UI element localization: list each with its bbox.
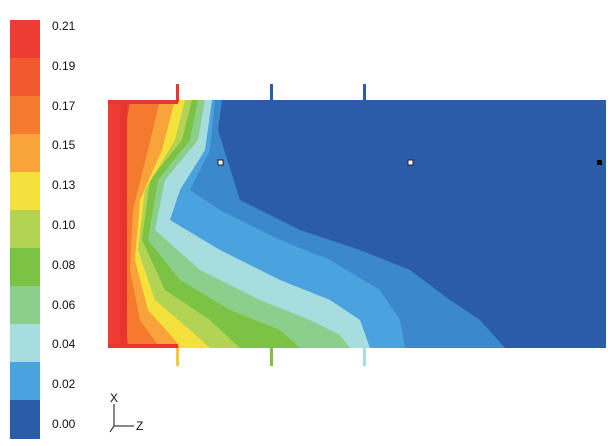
colorbar-swatch	[10, 134, 40, 173]
colorbar-tick-label: 0.10	[52, 218, 76, 232]
marker-top-2	[270, 84, 273, 102]
marker-bottom-2	[270, 348, 273, 366]
marker-top-3	[363, 84, 366, 102]
colorbar-tick-label: 0.02	[52, 377, 76, 392]
probe-3	[597, 160, 602, 165]
marker-bottom-1	[176, 348, 179, 366]
axis-label-x: X	[110, 391, 119, 405]
colorbar-swatch	[10, 400, 40, 439]
colorbar-swatch	[10, 248, 40, 287]
colorbar-swatch	[10, 286, 40, 325]
colorbar-tick-label: 0.08	[52, 257, 76, 272]
colorbar-tick-label: 0.19	[52, 58, 76, 73]
colorbar-swatch	[10, 210, 40, 249]
colorbar-tick-label: 0.00	[52, 417, 76, 431]
colorbar-swatch	[10, 172, 40, 211]
axis-triad-diagonal	[109, 425, 115, 433]
colorbar	[10, 20, 40, 439]
inlet-wall	[120, 103, 127, 346]
colorbar-tick-label: 0.21	[52, 19, 76, 33]
colorbar-tick-label: 0.15	[52, 138, 76, 153]
marker-bottom-3	[363, 348, 366, 366]
colorbar-swatch	[10, 362, 40, 401]
top-wall-left	[108, 100, 178, 104]
colorbar-tick-label: 0.17	[52, 98, 76, 113]
axis-label-z: Z	[136, 419, 144, 433]
colorbar-tick-label: 0.04	[52, 337, 76, 352]
probe-2	[407, 159, 414, 166]
probe-1	[217, 159, 224, 166]
colorbar-swatch	[10, 58, 40, 97]
marker-top-1	[176, 84, 179, 102]
colorbar-tick-label: 0.06	[52, 297, 76, 312]
colorbar-swatch	[10, 96, 40, 135]
bottom-wall-left	[108, 344, 178, 348]
colorbar-swatch	[10, 20, 40, 59]
colorbar-tick-label: 0.13	[52, 178, 76, 193]
colorbar-swatch	[10, 324, 40, 363]
